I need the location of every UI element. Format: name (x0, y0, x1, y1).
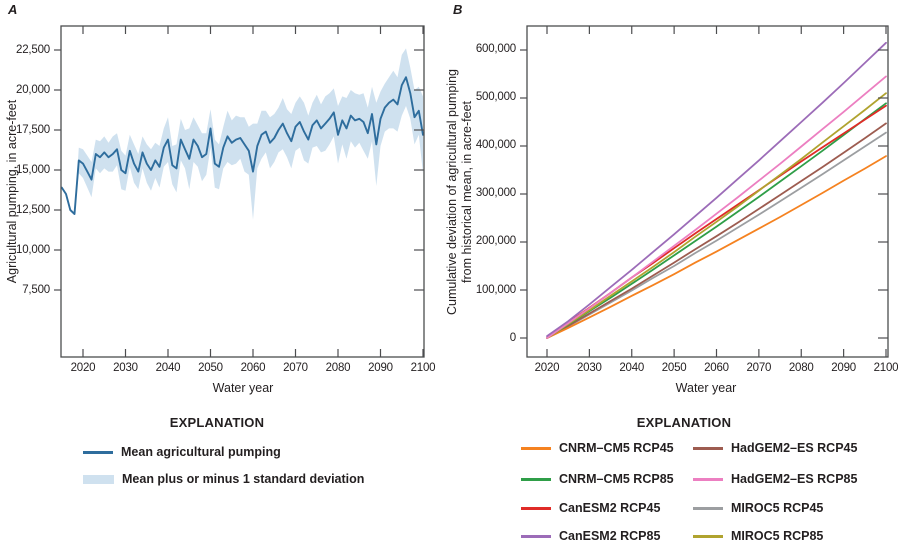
legend-series-label: CanESM2 RCP85 (559, 529, 661, 543)
panel-a-x-tick-label-2020: 2020 (70, 362, 96, 374)
legend-b-item-canesm2-rcp85: CanESM2 RCP85 (521, 529, 660, 543)
series-line-hadgem2-es-rcp85 (546, 75, 887, 339)
panel-b-y-tick-label-400000: 400,000 (475, 139, 516, 152)
legend-b-item-cnrm-cm5-rcp85: CNRM–CM5 RCP85 (521, 472, 674, 486)
panel-a-frame (60, 25, 425, 358)
series-line-cnrm-cm5-rcp85 (546, 102, 887, 339)
legend-b-item-cnrm-cm5-rcp45: CNRM–CM5 RCP45 (521, 441, 674, 455)
legend-series-label: HadGEM2–ES RCP85 (731, 472, 858, 486)
panel-b-y-tick-label-200000: 200,000 (475, 235, 516, 248)
legend-b-item-hadgem2-es-rcp45: HadGEM2–ES RCP45 (693, 441, 857, 455)
legend-color-swatch (521, 446, 551, 450)
panel-b-explanation-title: EXPLANATION (636, 415, 732, 430)
legend-a-mean-label: Mean agricultural pumping (121, 445, 281, 459)
panel-b-x-tick-label-2040: 2040 (619, 362, 645, 374)
panel-b-x-axis-title: Water year (675, 381, 737, 395)
panel-b-letter: B (453, 2, 463, 17)
panel-a-x-tick-label-2070: 2070 (283, 362, 308, 374)
panel-b-x-tick-label-2100: 2100 (873, 362, 898, 374)
panel-b-y-tick-label-500000: 500,000 (475, 91, 516, 104)
panel-a-y-tick-label-20000: 20,000 (16, 83, 50, 96)
panel-a-x-tick-label-2050: 2050 (198, 362, 223, 374)
panel-a-explanation-title: EXPLANATION (169, 415, 265, 430)
panel-a-y-tick-label-10000: 10,000 (16, 243, 50, 256)
legend-series-label: CanESM2 RCP45 (559, 501, 661, 515)
panel-b-x-tick-label-2050: 2050 (661, 362, 687, 374)
panel-b-y-tick-label-100000: 100,000 (475, 283, 516, 296)
panel-a-x-tick-label-2100: 2100 (410, 362, 436, 374)
series-line-canesm2-rcp85 (546, 41, 887, 338)
legend-color-swatch (521, 506, 551, 510)
legend-color-swatch (521, 534, 551, 538)
legend-color-swatch (693, 506, 723, 510)
panel-b-y-tick-label-0: 0 (509, 331, 516, 344)
panel-b-x-tick-label-2020: 2020 (534, 362, 560, 374)
legend-color-swatch (693, 477, 723, 481)
panel-b-frame (526, 25, 889, 358)
legend-b-item-canesm2-rcp45: CanESM2 RCP45 (521, 501, 660, 515)
panel-a-x-tick-label-2090: 2090 (368, 362, 393, 374)
panel-a-x-tick-label-2060: 2060 (240, 362, 266, 374)
series-line-hadgem2-es-rcp45 (546, 122, 887, 339)
panel-b-y-tick-label-300000: 300,000 (475, 187, 516, 200)
panel-b-x-tick-label-2060: 2060 (704, 362, 729, 374)
panel-a-y-tick-label-17500: 17,500 (16, 123, 50, 136)
panel-a-x-tick-label-2030: 2030 (113, 362, 138, 374)
panel-a-letter: A (8, 2, 18, 17)
series-line-miroc5-rcp45 (546, 131, 887, 339)
legend-series-label: CNRM–CM5 RCP45 (559, 441, 674, 455)
legend-series-label: MIROC5 RCP85 (731, 529, 824, 543)
legend-series-label: MIROC5 RCP45 (731, 501, 824, 515)
panel-b-x-tick-label-2080: 2080 (788, 362, 814, 374)
legend-color-swatch (693, 534, 723, 538)
panel-a-x-tick-label-2080: 2080 (325, 362, 351, 374)
series-line-cnrm-cm5-rcp45 (546, 155, 887, 339)
panel-a-x-axis-title: Water year (212, 381, 274, 395)
mean-pumping-line (60, 76, 424, 215)
panel-b-x-tick-label-2090: 2090 (831, 362, 857, 374)
panel-a-y-tick-label-15000: 15,000 (16, 163, 50, 176)
std-deviation-band (61, 48, 424, 220)
std-band-swatch (83, 474, 114, 484)
panel-b-x-tick-label-2070: 2070 (746, 362, 772, 374)
panel-b-x-tick-label-2030: 2030 (576, 362, 602, 374)
panel-a-x-tick-label-2040: 2040 (155, 362, 181, 374)
panel-a-y-tick-label-7500: 7,500 (22, 283, 50, 296)
legend-a-item-mean: Mean agricultural pumping (83, 445, 281, 459)
legend-series-label: CNRM–CM5 RCP85 (559, 472, 674, 486)
series-line-miroc5-rcp85 (546, 92, 887, 339)
panel-a-y-tick-label-22500: 22,500 (16, 43, 50, 56)
legend-color-swatch (521, 477, 551, 481)
legend-series-label: HadGEM2–ES RCP45 (731, 441, 858, 455)
panel-a-y-axis-title: Agricultural pumping, in acre-feet (2, 26, 24, 357)
legend-b-item-miroc5-rcp45: MIROC5 RCP45 (693, 501, 823, 515)
legend-a-band-label: Mean plus or minus 1 standard deviation (122, 472, 365, 486)
mean-line-swatch (83, 450, 113, 454)
panel-a-y-tick-label-12500: 12,500 (16, 203, 50, 216)
legend-b-item-miroc5-rcp85: MIROC5 RCP85 (693, 529, 823, 543)
legend-color-swatch (693, 446, 723, 450)
legend-b-item-hadgem2-es-rcp85: HadGEM2–ES RCP85 (693, 472, 857, 486)
legend-a-item-band: Mean plus or minus 1 standard deviation (83, 472, 364, 486)
panel-b-y-tick-label-600000: 600,000 (475, 43, 516, 56)
